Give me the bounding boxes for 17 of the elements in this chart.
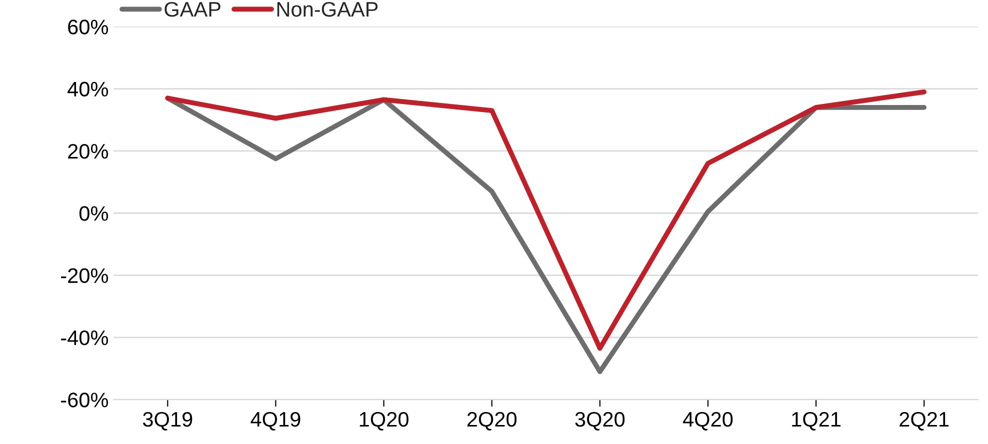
legend-label: GAAP [164, 2, 220, 17]
x-tick-label: 2Q20 [467, 412, 517, 430]
y-tick-label: 60% [68, 20, 108, 34]
legend-label: Non-GAAP [277, 2, 378, 17]
y-tick-label: 0% [79, 206, 108, 221]
y-tick-label: -40% [61, 330, 108, 346]
y-tick-label: -20% [61, 268, 108, 284]
y-tick-label: 40% [68, 82, 108, 97]
x-tick-label: 4Q19 [250, 412, 300, 430]
y-tick-label: -60% [61, 392, 108, 408]
x-tick-label: 2Q21 [900, 412, 949, 430]
x-tick-label: 1Q20 [360, 412, 408, 430]
x-tick-label: 1Q21 [792, 412, 840, 430]
x-tick-label: 3Q20 [575, 412, 625, 430]
x-tick-label: 4Q20 [682, 412, 733, 430]
x-tick-label: 3Q19 [142, 412, 192, 430]
y-tick-label: 20% [68, 144, 108, 159]
